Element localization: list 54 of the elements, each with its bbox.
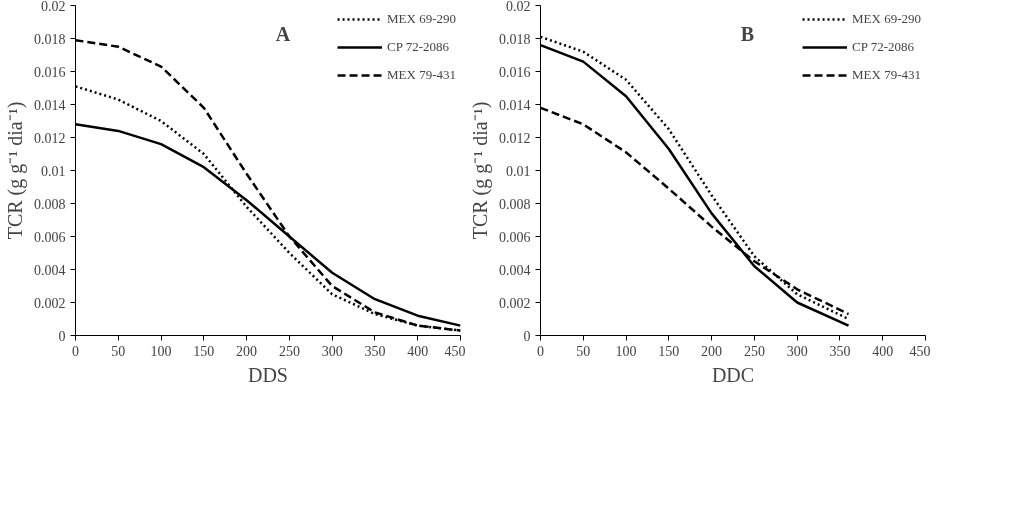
legend-label: MEX 79-431 — [852, 67, 921, 83]
legend-label: CP 72-2086 — [387, 39, 450, 55]
y-tick-label: 0.016 — [34, 64, 66, 80]
y-tick-label: 0.006 — [499, 229, 531, 245]
x-tick-label: 450 — [444, 343, 466, 359]
x-tick-label: 0 — [72, 343, 79, 359]
x-tick-label: 250 — [743, 343, 765, 359]
x-tick-label: 450 — [909, 343, 931, 359]
annotation: A — [275, 23, 291, 46]
x-tick-label: 100 — [150, 343, 172, 359]
y-tick-label: 0.004 — [499, 262, 531, 278]
y-tick-label: 0.002 — [499, 295, 531, 311]
y-tick-label: 0 — [523, 328, 531, 344]
y-tick-label: 0.006 — [34, 229, 66, 245]
x-tick-label: 400 — [872, 343, 894, 359]
y-tick-label: 0.014 — [34, 97, 66, 113]
x-tick-label: 200 — [701, 343, 723, 359]
legend-label: MEX 69-290 — [852, 11, 921, 27]
y-axis-title: TCR (g g⁻¹ dia⁻¹) — [4, 101, 27, 240]
x-tick-label: 50 — [111, 343, 126, 359]
y-tick-label: 0.01 — [506, 163, 531, 179]
y-tick-label: 0.012 — [499, 130, 531, 146]
y-tick-label: 0.004 — [34, 262, 66, 278]
y-tick-label: 0.002 — [34, 295, 66, 311]
x-axis-title: DDC — [711, 363, 755, 386]
y-tick-label: 0.02 — [41, 0, 66, 14]
y-tick-label: 0.018 — [34, 31, 66, 47]
y-tick-label: 0 — [58, 328, 66, 344]
x-tick-label: 100 — [615, 343, 637, 359]
y-tick-label: 0.012 — [34, 130, 66, 146]
y-tick-label: 0.008 — [34, 196, 66, 212]
legend-label: CP 72-2086 — [852, 39, 915, 55]
annotation: B — [740, 23, 755, 46]
x-tick-label: 50 — [576, 343, 591, 359]
y-tick-label: 0.01 — [41, 163, 66, 179]
y-tick-label: 0.008 — [499, 196, 531, 212]
y-tick-label: 0.02 — [506, 0, 531, 14]
legend-label: MEX 69-290 — [387, 11, 456, 27]
x-tick-label: 350 — [364, 343, 386, 359]
legend-label: MEX 79-431 — [387, 67, 456, 83]
x-tick-label: 350 — [829, 343, 851, 359]
x-tick-label: 300 — [321, 343, 343, 359]
x-tick-label: 400 — [407, 343, 429, 359]
x-tick-label: 150 — [193, 343, 215, 359]
x-tick-label: 150 — [658, 343, 680, 359]
x-tick-label: 250 — [278, 343, 300, 359]
y-tick-label: 0.016 — [499, 64, 531, 80]
x-tick-label: 0 — [537, 343, 544, 359]
x-tick-label: 300 — [786, 343, 808, 359]
y-tick-label: 0.014 — [499, 97, 531, 113]
y-tick-label: 0.018 — [499, 31, 531, 47]
x-tick-label: 200 — [236, 343, 258, 359]
x-axis-title: DDS — [248, 363, 289, 386]
y-axis-title: TCR (g g⁻¹ dia⁻¹) — [469, 101, 492, 240]
